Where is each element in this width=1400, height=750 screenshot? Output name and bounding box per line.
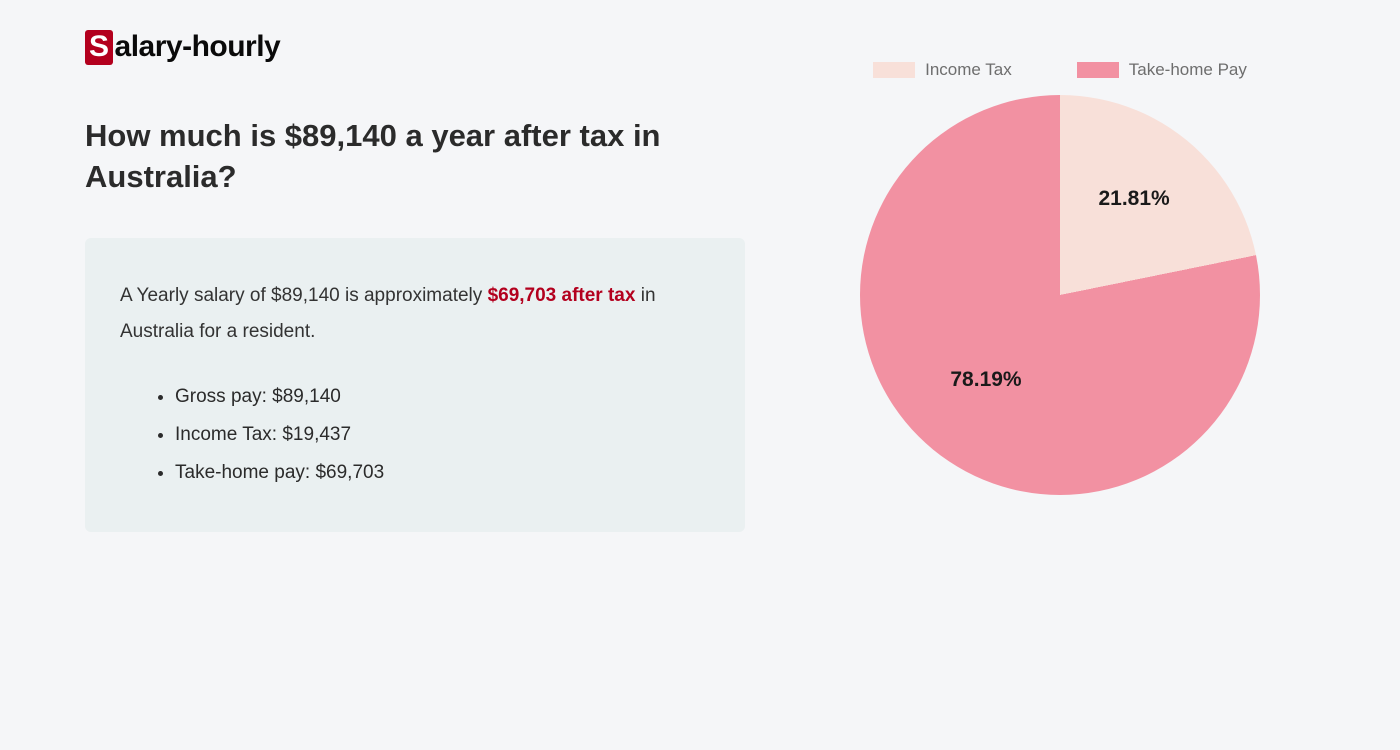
legend-swatch xyxy=(873,62,915,78)
pie-label-take-home: 78.19% xyxy=(950,368,1021,392)
summary-text: A Yearly salary of $89,140 is approximat… xyxy=(120,278,710,350)
pie-label-income-tax: 21.81% xyxy=(1098,187,1169,211)
list-item: Take-home pay: $69,703 xyxy=(175,454,710,492)
summary-box: A Yearly salary of $89,140 is approximat… xyxy=(85,238,745,532)
chart-legend: Income Tax Take-home Pay xyxy=(805,60,1315,80)
site-logo: Salary-hourly xyxy=(85,30,745,65)
legend-item-income-tax: Income Tax xyxy=(873,60,1012,80)
pie-disc xyxy=(860,95,1260,495)
breakdown-list: Gross pay: $89,140 Income Tax: $19,437 T… xyxy=(120,378,710,492)
list-item: Gross pay: $89,140 xyxy=(175,378,710,416)
legend-label: Take-home Pay xyxy=(1129,60,1247,80)
legend-swatch xyxy=(1077,62,1119,78)
summary-highlight: $69,703 after tax xyxy=(488,285,636,306)
list-item: Income Tax: $19,437 xyxy=(175,416,710,454)
logo-text: alary-hourly xyxy=(115,30,281,64)
logo-badge: S xyxy=(85,30,113,65)
page-title: How much is $89,140 a year after tax in … xyxy=(85,115,745,199)
pie-chart: 21.81% 78.19% xyxy=(860,95,1260,495)
legend-label: Income Tax xyxy=(925,60,1012,80)
legend-item-take-home: Take-home Pay xyxy=(1077,60,1247,80)
summary-pre: A Yearly salary of $89,140 is approximat… xyxy=(120,285,488,306)
